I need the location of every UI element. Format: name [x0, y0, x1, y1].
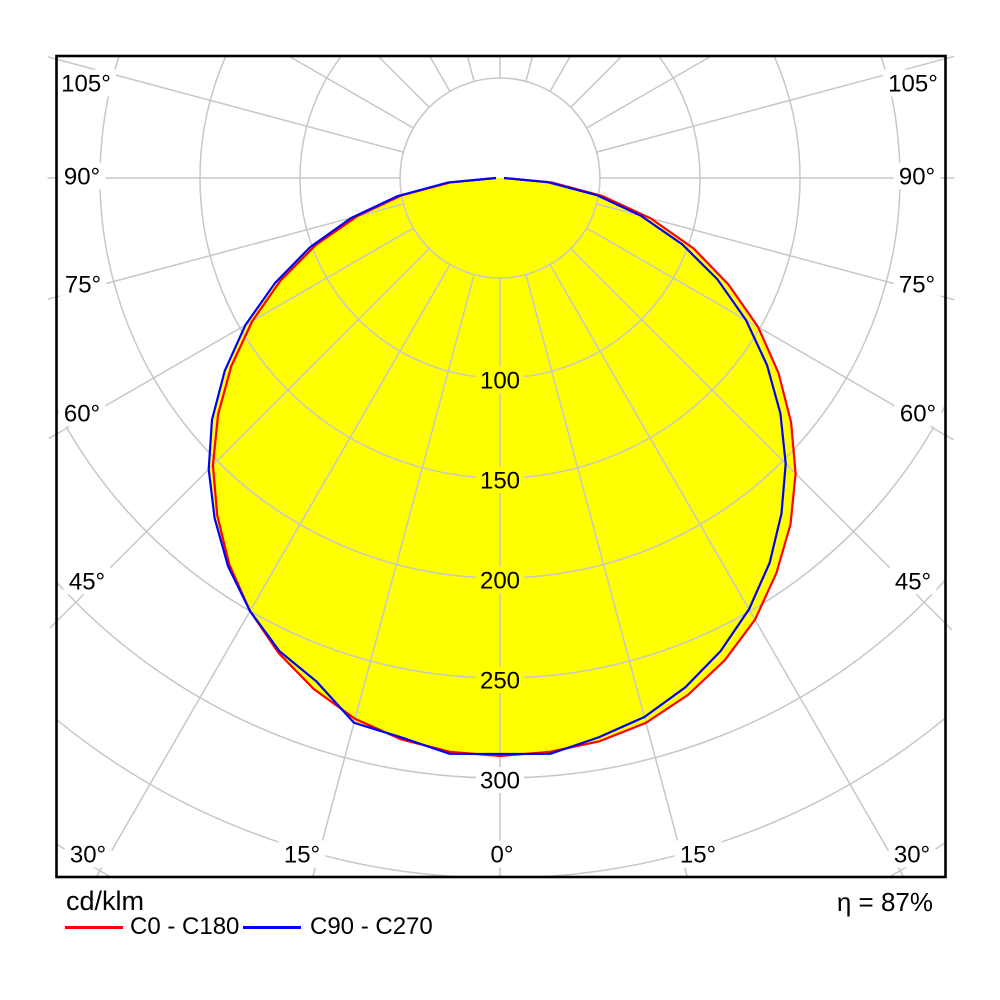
- angle-tick-label-10: 45°: [895, 569, 931, 596]
- grid-ray-105: [596, 57, 946, 153]
- efficiency-label: η = 87%: [836, 887, 933, 917]
- angle-label-mask-9: [888, 840, 936, 868]
- angle-label-mask-2: [59, 270, 107, 298]
- border-tick-105: [945, 55, 955, 60]
- grid-ray-60: [586, 227, 946, 437]
- angle-tick-label-2: 75°: [65, 272, 101, 299]
- angle-label-mask-6: [278, 840, 326, 868]
- border-tick-285: [47, 296, 57, 300]
- angle-label-mask-8: [674, 840, 722, 868]
- grid-ray-120: [586, 56, 713, 129]
- angle-tick-label-13: 90°: [899, 164, 935, 191]
- angle-label-mask-14: [883, 69, 943, 97]
- border-tick-255: [47, 56, 57, 60]
- angle-label-mask-10: [889, 567, 937, 595]
- grid-ray-345: [311, 274, 475, 877]
- grid-ray-75: [596, 203, 946, 299]
- angle-tick-label-6: 15°: [284, 842, 320, 869]
- angle-tick-label-14: 105°: [888, 71, 938, 98]
- legend-label-c0-c180: C0 - C180: [130, 913, 240, 940]
- angle-tick-label-0: 105°: [61, 71, 111, 98]
- grid-ray-45: [570, 248, 946, 625]
- beam-fill-1: [208, 178, 786, 754]
- angle-label-mask-1: [58, 162, 106, 190]
- angle-label-mask-7: [485, 840, 519, 868]
- grid-ray-300: [56, 227, 414, 435]
- grid-ray-330: [95, 264, 451, 877]
- grid-ray-195: [466, 56, 475, 82]
- radial-label-mask-100: [476, 367, 524, 393]
- angle-tick-label-7: 0°: [491, 842, 514, 869]
- grid-ray-30: [549, 264, 905, 877]
- grid-ray-15: [525, 274, 689, 877]
- radial-tick-label-100: 100: [480, 368, 520, 395]
- angle-label-mask-11: [894, 399, 942, 427]
- curve-c0-c180: [211, 176, 797, 758]
- radial-label-mask-150: [476, 467, 524, 493]
- legend-label-c90-c270: C90 - C270: [310, 913, 433, 940]
- radial-tick-label-150: 150: [480, 468, 520, 495]
- radial-tick-label-300: 300: [480, 768, 520, 795]
- angle-tick-label-4: 45°: [69, 569, 105, 596]
- legend-line-c0-c180: [65, 926, 123, 929]
- angle-tick-label-5: 30°: [70, 842, 106, 869]
- angle-label-mask-12: [893, 270, 941, 298]
- angle-tick-label-12: 75°: [899, 272, 935, 299]
- radial-tick-label-200: 200: [480, 568, 520, 595]
- angle-label-mask-5: [64, 840, 112, 868]
- curve-c90-c270: [207, 176, 787, 756]
- angle-label-mask-4: [63, 567, 111, 595]
- grid-ray-285: [56, 203, 404, 298]
- angle-tick-label-11: 60°: [900, 401, 936, 428]
- angle-tick-label-3: 60°: [64, 401, 100, 428]
- angle-label-mask-0: [56, 69, 116, 97]
- angle-tick-label-8: 15°: [680, 842, 716, 869]
- angle-tick-label-1: 90°: [64, 164, 100, 191]
- angle-tick-label-9: 30°: [894, 842, 930, 869]
- radial-tick-label-250: 250: [480, 668, 520, 695]
- angle-label-mask-3: [58, 399, 106, 427]
- border-tick-75: [945, 296, 955, 301]
- radial-label-mask-300: [476, 767, 524, 793]
- grid-ray-315: [56, 248, 430, 623]
- grid-ray-165: [525, 56, 534, 82]
- units-label: cd/klm: [66, 886, 145, 916]
- grid-ray-240: [287, 56, 414, 129]
- angle-label-mask-13: [893, 162, 941, 190]
- radial-label-mask-200: [476, 567, 524, 593]
- legend-line-c90-c270: [243, 926, 301, 929]
- plot-border: [55, 54, 947, 879]
- grid-ray-255: [56, 58, 404, 153]
- radial-label-mask-250: [476, 667, 524, 693]
